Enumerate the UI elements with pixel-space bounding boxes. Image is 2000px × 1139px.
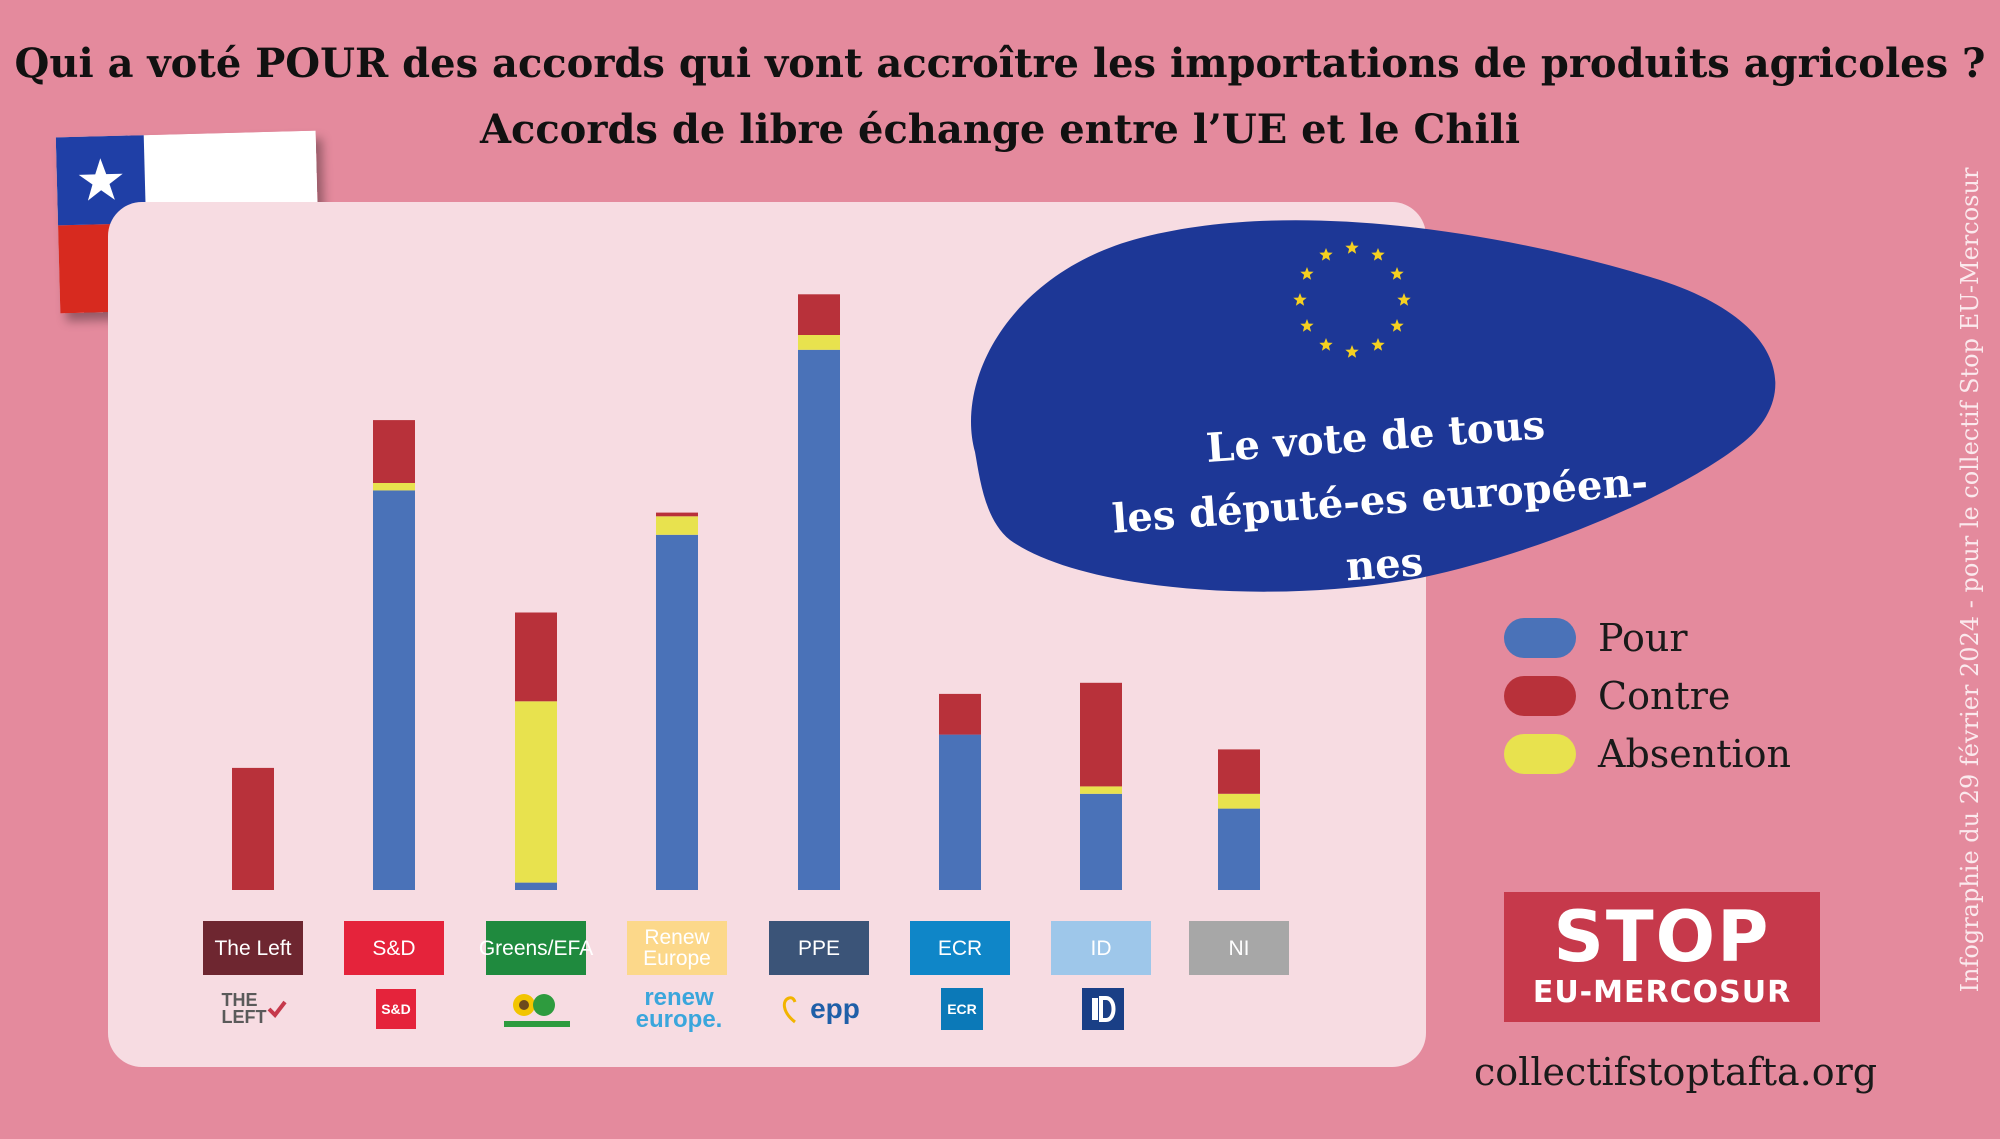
group-label-7: NI [1189,921,1289,975]
bar-absention-2 [515,701,557,883]
bar-contre-1 [373,420,415,483]
bar-absention-4 [798,335,840,350]
legend-label-absention: Absention [1598,732,1792,776]
bar-absention-1 [373,483,415,491]
group-label-4: PPE [769,921,869,975]
group-label-2: Greens/EFA [479,921,593,975]
bar-contre-0 [232,767,274,890]
stop-logo-big: STOP [1553,896,1771,978]
legend-label-contre: Contre [1598,674,1731,718]
bar-pour-1 [373,490,415,890]
group-label-3: Renew Europe [627,921,727,975]
bar-pour-3 [656,534,698,890]
bar-pour-2 [515,882,557,890]
epp-logo: epp [770,986,870,1032]
legend-item-contre: Contre [1504,674,1730,718]
legend-item-pour: Pour [1504,616,1688,660]
bar-contre-2 [515,612,557,702]
sd-logo: S&D [346,986,446,1032]
bar-contre-6 [1080,682,1122,787]
legend-swatch-absention [1504,734,1576,774]
chart-title: Qui a voté POUR des accords qui vont acc… [14,40,1986,87]
the-left-logo-line1: THE [221,990,258,1010]
bar-pour-5 [939,734,981,890]
renew-logo-line1: renew [644,984,714,1011]
stop-eu-mercosur-logo: STOP EU-MERCOSUR [1504,892,1820,1022]
bar-absention-7 [1218,793,1260,809]
bar-contre-3 [656,512,698,517]
bar-contre-4 [798,294,840,335]
the-left-logo: THE LEFT [204,986,304,1032]
bar-pour-4 [798,349,840,890]
stop-logo-small: EU-MERCOSUR [1532,975,1792,1010]
website-url: collectifstoptafta.org [1474,1050,1878,1094]
checkmark-icon [267,1000,287,1019]
ecr-logo-text: ECR [941,988,983,1030]
group-label-1: S&D [344,921,444,975]
id-logo [1053,986,1153,1032]
bar-pour-7 [1218,808,1260,890]
greens-logo [487,986,587,1032]
group-label-0: The Left [203,921,303,975]
bar-absention-6 [1080,786,1122,794]
bar-contre-5 [939,693,981,735]
id-logo-icon [1082,988,1124,1030]
epp-logo-text: epp [810,993,860,1024]
chart-subtitle: Accords de libre échange entre l’UE et l… [479,106,1521,153]
ecr-logo: ECR [912,986,1012,1032]
sd-logo-text: S&D [376,989,416,1029]
side-credit: Infographie du 29 février 2024 - pour le… [1956,167,1984,993]
sunflower-icon [504,994,570,1027]
legend-swatch-pour [1504,618,1576,658]
bar-pour-6 [1080,793,1122,890]
legend-swatch-contre [1504,676,1576,716]
legend-label-pour: Pour [1598,616,1688,660]
group-label-5: ECR [910,921,1010,975]
renew-logo-line2: europe. [635,1006,723,1033]
epp-heart-icon [783,996,797,1024]
group-label-6: ID [1051,921,1151,975]
bar-contre-7 [1218,749,1260,794]
bar-absention-3 [656,516,698,535]
legend-item-absention: Absention [1504,732,1791,776]
renew-logo: renew europe. [629,986,729,1032]
the-left-logo-line2: LEFT [221,1007,267,1027]
